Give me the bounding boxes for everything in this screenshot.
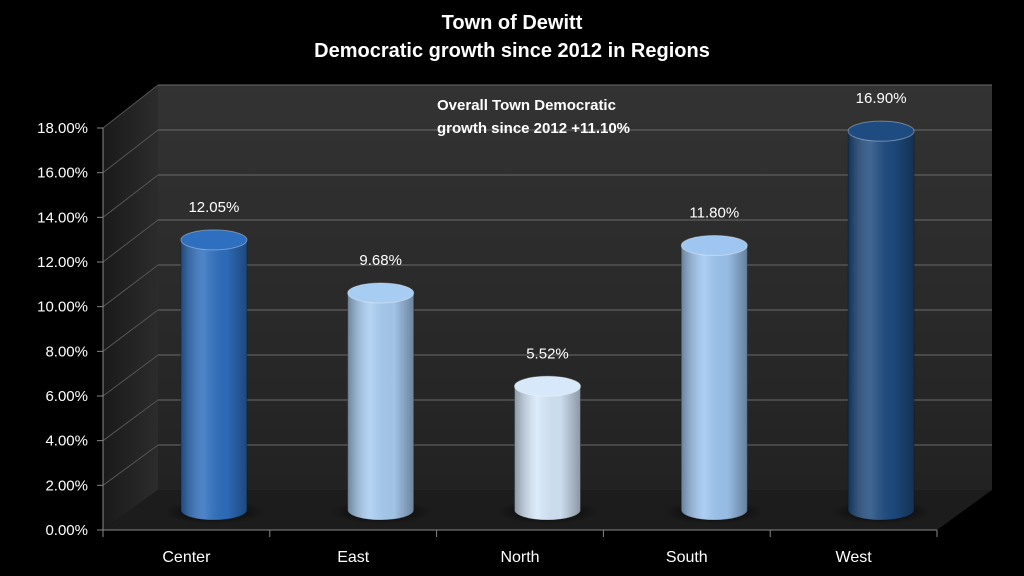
gridline-side [102,399,159,442]
y-tick-label: 4.00% [45,433,88,450]
bar-top [347,282,415,304]
y-axis: 0.00% 2.00% 4.00% 6.00% 8.00% 10.00% 12.00% 14.… [37,120,103,539]
bar-top [180,229,248,251]
x-tick-label: North [500,549,539,566]
x-tick-label: Center [162,549,211,566]
bar-shading [347,293,414,520]
y-tick-label: 16.00% [37,165,88,182]
data-label-south: 11.80% [689,204,739,221]
gridline-side [102,84,159,129]
annotation-line-1: Overall Town Democratic [437,97,616,114]
x-axis: Center East North South West [102,530,938,566]
y-tick-label: 6.00% [45,388,88,405]
gridline-side [102,264,159,308]
y-tick-label: 10.00% [37,299,88,316]
y-tick-label: 18.00% [37,120,88,137]
chart-subtitle: Democratic growth since 2012 in Regions [314,40,710,62]
gridline-side [102,129,159,174]
bar-shading [848,131,915,521]
data-label-center: 12.05% [188,199,239,216]
bar-top [680,234,748,256]
chart-title: Town of Dewitt [441,12,583,34]
gridline-side [102,444,159,486]
plot-side-wall [103,85,158,530]
bars [162,120,933,524]
bar-shading [514,386,581,520]
x-tick-label: West [836,549,873,566]
bar-shading [180,239,247,521]
gridline-side [102,309,159,352]
y-tick-label: 2.00% [45,477,88,494]
x-tick-label: South [666,549,708,566]
y-tick-label: 0.00% [45,522,88,539]
x-tick-label: East [337,549,370,566]
bar-shading [681,245,748,520]
y-tick-label: 12.00% [37,254,88,271]
bar-top [847,120,915,142]
gridline-side [102,219,159,263]
data-labels: 12.05% 9.68% 5.52% 11.80% 16.90% [188,90,906,362]
data-label-west: 16.90% [856,90,907,107]
data-label-north: 5.52% [526,345,569,362]
y-tick-label: 14.00% [37,209,88,226]
gridline-side [102,174,159,218]
gridline-side [102,354,159,397]
y-tick-label: 8.00% [45,343,88,360]
bar-top [514,375,581,397]
annotation-line-2: growth since 2012 +11.10% [437,120,630,137]
data-label-east: 9.68% [359,252,402,269]
